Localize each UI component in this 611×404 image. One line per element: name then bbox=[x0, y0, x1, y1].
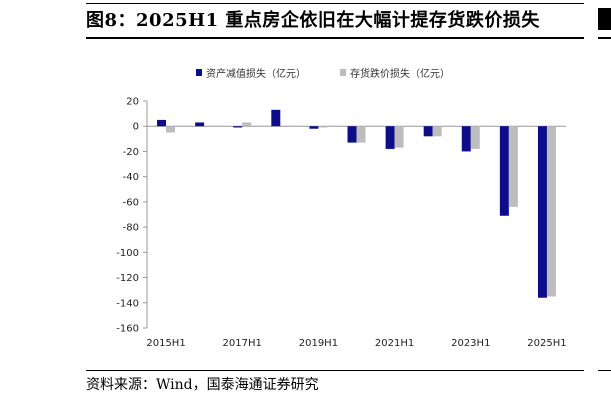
bar-2-2023H1 bbox=[470, 126, 480, 149]
adjacent-rule-top bbox=[598, 37, 611, 39]
legend-swatch-1 bbox=[196, 69, 202, 76]
bar-1-2018H1 bbox=[271, 109, 281, 127]
figure-source: 资料来源：Wind，国泰海通证券研究 bbox=[86, 377, 319, 393]
legend-label-2: 存货跌价损失（亿元） bbox=[350, 67, 450, 80]
x-tick-label: 2017H1 bbox=[223, 338, 262, 349]
top-rule bbox=[86, 3, 584, 4]
bar-2-2019H1 bbox=[318, 126, 328, 128]
bar-2-2017H1 bbox=[242, 122, 252, 127]
y-tick-label: 0 bbox=[133, 122, 139, 133]
bar-1-2024H1 bbox=[499, 126, 509, 216]
title-rule bbox=[86, 37, 584, 39]
y-tick-label: -20 bbox=[123, 147, 139, 158]
bar-2-2020H1 bbox=[356, 126, 366, 143]
bar-1-2023H1 bbox=[461, 126, 471, 152]
y-tick-label: -100 bbox=[116, 248, 139, 259]
figure-title: 图8：2025H1 重点房企依旧在大幅计提存货跌价损失 bbox=[86, 10, 540, 31]
bar-2-2022H1 bbox=[432, 126, 442, 137]
bar-2-2025H1 bbox=[546, 126, 556, 297]
adjacent-rule-bottom bbox=[598, 370, 611, 371]
x-tick-label: 2025H1 bbox=[527, 338, 566, 349]
y-tick-label: -80 bbox=[123, 223, 139, 234]
x-tick-label: 2023H1 bbox=[451, 338, 490, 349]
y-tick-label: -140 bbox=[116, 298, 139, 309]
adjacent-figure-fragment bbox=[598, 8, 611, 30]
x-tick-label: 2021H1 bbox=[375, 338, 414, 349]
y-tick-label: -160 bbox=[116, 324, 139, 335]
bar-2-2024H1 bbox=[508, 126, 518, 207]
legend-swatch-2 bbox=[340, 69, 346, 76]
bottom-rule bbox=[86, 370, 584, 371]
y-axis: 20 0 -20 -40 -60 -80 -100 -120 -140 -160 bbox=[116, 97, 148, 335]
bar-1-2021H1 bbox=[385, 126, 395, 149]
chart-legend: 资产减值损失（亿元） 存货跌价损失（亿元） bbox=[196, 67, 450, 80]
bar-1-2020H1 bbox=[347, 126, 357, 143]
y-tick-label: -60 bbox=[123, 197, 139, 208]
x-tick-label: 2019H1 bbox=[299, 338, 338, 349]
bar-1-2015H1 bbox=[157, 119, 167, 127]
y-tick-label: -120 bbox=[116, 273, 139, 284]
bar-1-2016H1 bbox=[195, 122, 205, 127]
bar-1-2025H1 bbox=[537, 126, 547, 298]
bar-1-2017H1 bbox=[233, 126, 243, 128]
legend-label-1: 资产减值损失（亿元） bbox=[206, 67, 306, 80]
bar-2-2015H1 bbox=[166, 126, 176, 133]
y-tick-label: 20 bbox=[126, 97, 139, 108]
y-tick-label: -40 bbox=[123, 172, 139, 183]
bar-2-2021H1 bbox=[394, 126, 404, 148]
bar-series bbox=[157, 109, 556, 298]
bar-1-2019H1 bbox=[309, 126, 319, 129]
x-tick-label: 2015H1 bbox=[146, 338, 185, 349]
bar-1-2022H1 bbox=[423, 126, 433, 137]
